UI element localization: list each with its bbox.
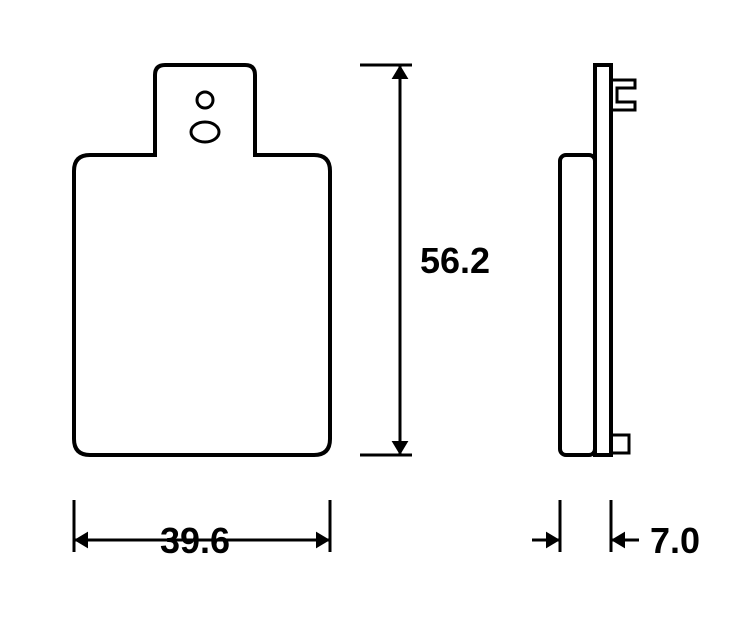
side-view-foot [611, 435, 629, 453]
front-view-hole-slot [191, 122, 219, 142]
side-view-pad [560, 155, 595, 455]
dimension-height-label: 56.2 [420, 240, 490, 282]
dimension-width-label: 39.6 [160, 520, 230, 562]
front-view-hole-small [197, 92, 213, 108]
side-view-bracket [611, 80, 635, 110]
dimension-drawing [0, 0, 749, 617]
dimension-thickness-label: 7.0 [650, 520, 700, 562]
side-view-backplate [595, 65, 611, 455]
